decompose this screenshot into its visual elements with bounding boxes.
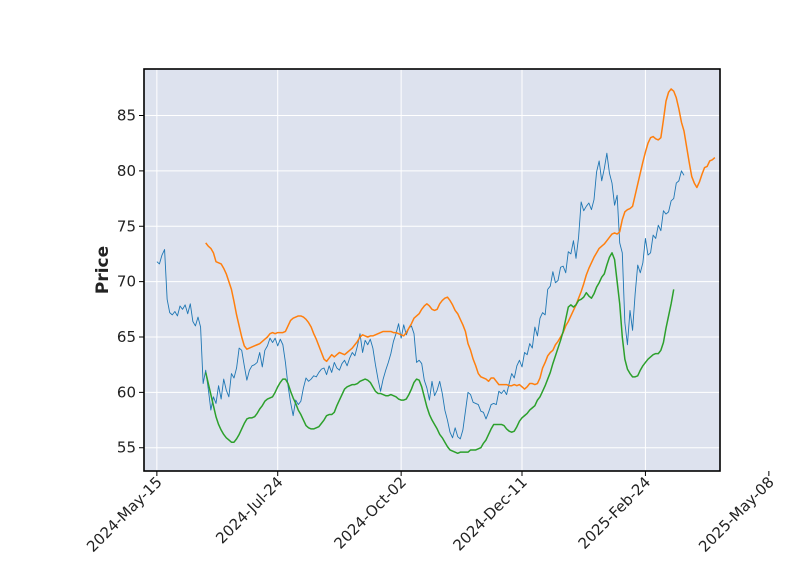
y-tick-label: 75 <box>117 217 136 235</box>
y-tick-label: 60 <box>117 383 136 401</box>
y-tick-label: 80 <box>117 162 136 180</box>
y-tick-label: 65 <box>117 328 136 346</box>
grid <box>144 69 770 471</box>
y-axis-title: Price <box>93 246 113 294</box>
x-tick-label: 2024-Dec-11 <box>449 473 530 554</box>
plot-area <box>144 69 720 471</box>
y-tick-label: 70 <box>117 273 136 291</box>
series-line-upper <box>205 88 716 390</box>
series-line-lower <box>204 252 675 455</box>
series-group <box>156 88 716 455</box>
y-tick-label: 85 <box>117 107 136 125</box>
series-line-close <box>156 152 685 440</box>
x-tick-label: 2024-May-15 <box>83 473 166 556</box>
y-tick-label: 55 <box>117 439 136 457</box>
x-tick-label: 2024-Jul-24 <box>212 473 286 547</box>
x-tick-label: 2024-Oct-02 <box>330 473 410 553</box>
x-tick-label: 2025-May-08 <box>695 473 778 556</box>
x-tick-label: 2025-Feb-24 <box>575 473 655 553</box>
plot-frame <box>143 68 721 472</box>
